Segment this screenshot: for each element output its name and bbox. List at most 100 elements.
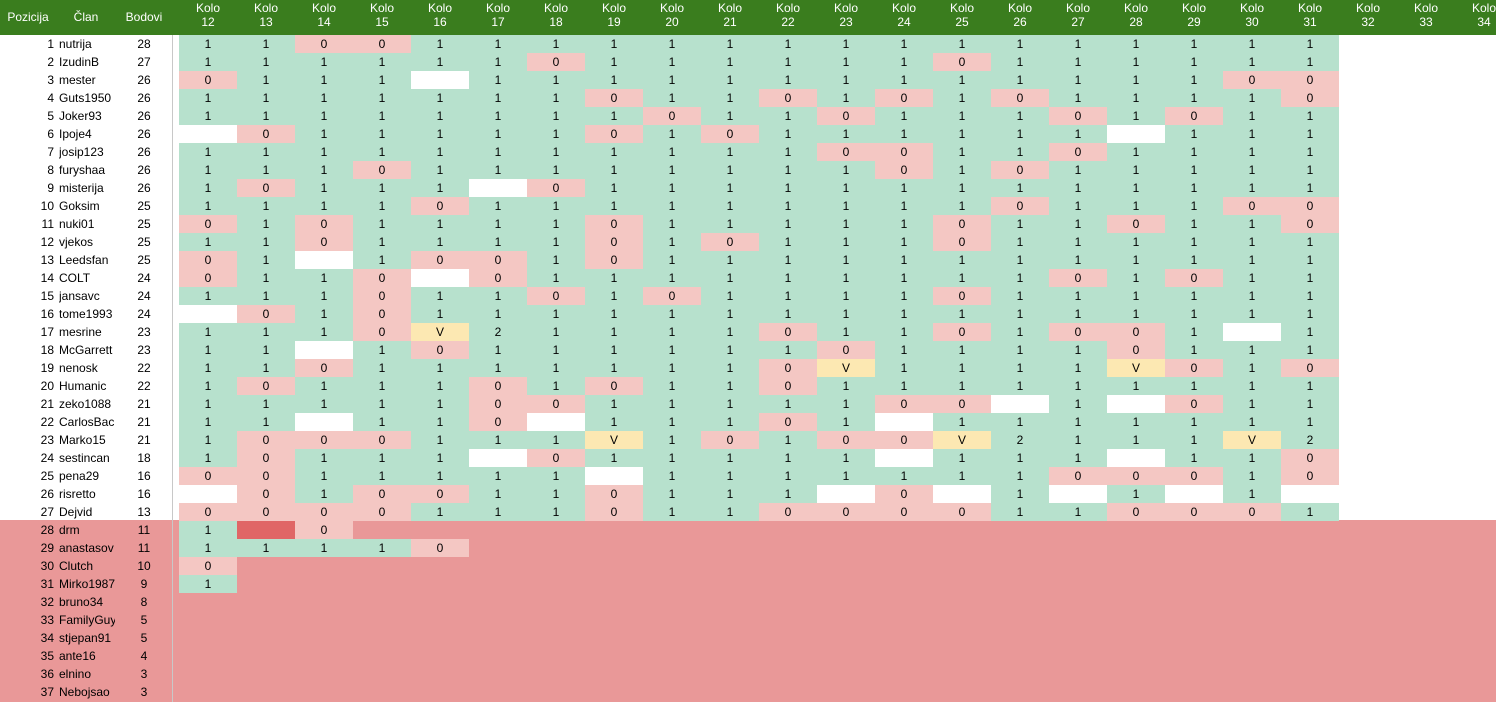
row-position[interactable]: 35 — [40, 649, 54, 663]
score-cell[interactable]: 0 — [469, 269, 527, 287]
score-cell[interactable]: 1 — [817, 305, 875, 323]
score-cell[interactable]: 1 — [875, 287, 933, 305]
row-position[interactable]: 33 — [40, 613, 54, 627]
score-cell[interactable]: 1 — [527, 35, 585, 53]
score-cell[interactable]: 1 — [295, 125, 353, 143]
score-cell[interactable]: 1 — [933, 125, 991, 143]
score-cell[interactable]: 1 — [701, 467, 759, 485]
row-points[interactable]: 24 — [137, 271, 151, 285]
score-cell[interactable]: 0 — [1165, 269, 1223, 287]
score-cell[interactable]: 1 — [875, 179, 933, 197]
score-cell[interactable]: 0 — [991, 161, 1049, 179]
score-cell[interactable]: 0 — [817, 143, 875, 161]
score-cell[interactable]: 1 — [237, 251, 295, 269]
score-cell[interactable]: 1 — [1107, 485, 1165, 503]
score-cell[interactable]: 0 — [237, 503, 295, 521]
score-cell[interactable]: 0 — [1107, 503, 1165, 521]
score-cell[interactable]: 1 — [469, 125, 527, 143]
score-cell[interactable]: 1 — [585, 53, 643, 71]
score-cell[interactable]: 0 — [1049, 143, 1107, 161]
row-position[interactable]: 32 — [40, 595, 54, 609]
score-cell[interactable]: 1 — [1165, 305, 1223, 323]
score-cell[interactable]: 1 — [991, 269, 1049, 287]
score-cell[interactable]: 1 — [991, 485, 1049, 503]
row-points[interactable]: 9 — [140, 577, 148, 591]
score-cell[interactable]: V — [1107, 359, 1165, 377]
score-cell[interactable] — [469, 449, 527, 467]
score-cell[interactable]: 2 — [991, 431, 1049, 449]
round-header[interactable]: Kolo 17 — [469, 1, 527, 29]
score-cell[interactable]: 1 — [991, 323, 1049, 341]
score-cell[interactable]: 1 — [469, 35, 527, 53]
score-cell[interactable]: 0 — [353, 485, 411, 503]
row-position[interactable]: 18 — [40, 343, 54, 357]
row-member-name[interactable]: mesrine — [59, 325, 102, 339]
score-cell[interactable]: V — [1223, 431, 1281, 449]
score-cell[interactable]: 1 — [527, 323, 585, 341]
score-cell[interactable]: 1 — [759, 251, 817, 269]
score-cell[interactable]: 1 — [933, 467, 991, 485]
score-cell[interactable]: 1 — [1165, 35, 1223, 53]
score-cell[interactable]: 1 — [1281, 503, 1339, 521]
score-cell[interactable]: 0 — [527, 179, 585, 197]
score-cell[interactable]: 0 — [585, 251, 643, 269]
score-cell[interactable] — [991, 395, 1049, 413]
row-position[interactable]: 26 — [40, 487, 54, 501]
score-cell[interactable]: 1 — [179, 413, 237, 431]
row-points[interactable]: 16 — [137, 469, 151, 483]
score-cell[interactable]: 1 — [411, 179, 469, 197]
score-cell[interactable]: 1 — [353, 359, 411, 377]
score-cell[interactable]: 2 — [1281, 431, 1339, 449]
score-cell[interactable]: V — [411, 323, 469, 341]
round-header[interactable]: Kolo 16 — [411, 1, 469, 29]
row-member-name[interactable]: nenosk — [59, 361, 98, 375]
score-cell[interactable]: 1 — [817, 71, 875, 89]
score-cell[interactable]: 1 — [411, 107, 469, 125]
score-cell[interactable]: 1 — [643, 503, 701, 521]
score-cell[interactable]: 0 — [1107, 215, 1165, 233]
row-position[interactable]: 1 — [47, 37, 54, 51]
score-cell[interactable]: 1 — [179, 575, 237, 593]
score-cell[interactable]: 1 — [411, 287, 469, 305]
score-cell[interactable]: 1 — [1049, 377, 1107, 395]
row-position[interactable]: 10 — [40, 199, 54, 213]
score-cell[interactable]: 1 — [1281, 233, 1339, 251]
score-cell[interactable]: 0 — [179, 557, 237, 575]
score-cell[interactable]: 1 — [701, 449, 759, 467]
score-cell[interactable]: 1 — [295, 539, 353, 557]
score-cell[interactable]: 1 — [1165, 251, 1223, 269]
score-cell[interactable]: 1 — [1281, 179, 1339, 197]
score-cell[interactable]: 1 — [643, 269, 701, 287]
row-position[interactable]: 37 — [40, 685, 54, 699]
score-cell[interactable]: 1 — [1165, 143, 1223, 161]
score-cell[interactable]: 0 — [295, 521, 353, 539]
round-header[interactable]: Kolo 26 — [991, 1, 1049, 29]
score-cell[interactable]: 1 — [1223, 161, 1281, 179]
score-cell[interactable]: 1 — [1049, 89, 1107, 107]
score-cell[interactable]: 1 — [1049, 71, 1107, 89]
score-cell[interactable]: 1 — [295, 287, 353, 305]
score-cell[interactable]: 1 — [1107, 71, 1165, 89]
score-cell[interactable]: 0 — [817, 341, 875, 359]
score-cell[interactable]: 1 — [353, 53, 411, 71]
score-cell[interactable]: 0 — [353, 269, 411, 287]
score-cell[interactable]: 1 — [759, 485, 817, 503]
score-cell[interactable]: 1 — [585, 323, 643, 341]
score-cell[interactable]: 1 — [411, 89, 469, 107]
score-cell[interactable]: 1 — [759, 35, 817, 53]
score-cell[interactable]: 1 — [933, 35, 991, 53]
score-cell[interactable]: 1 — [817, 125, 875, 143]
score-cell[interactable]: 1 — [1049, 431, 1107, 449]
score-cell[interactable]: 1 — [237, 539, 295, 557]
score-cell[interactable]: 0 — [353, 161, 411, 179]
score-cell[interactable]: 1 — [1281, 341, 1339, 359]
row-points[interactable]: 24 — [137, 289, 151, 303]
score-cell[interactable]: 1 — [817, 251, 875, 269]
score-cell[interactable]: 1 — [179, 395, 237, 413]
score-cell[interactable]: 0 — [237, 179, 295, 197]
score-cell[interactable]: 1 — [933, 143, 991, 161]
score-cell[interactable] — [1165, 485, 1223, 503]
score-cell[interactable]: 1 — [643, 341, 701, 359]
round-header[interactable]: Kolo 31 — [1281, 1, 1339, 29]
score-cell[interactable]: 1 — [933, 359, 991, 377]
